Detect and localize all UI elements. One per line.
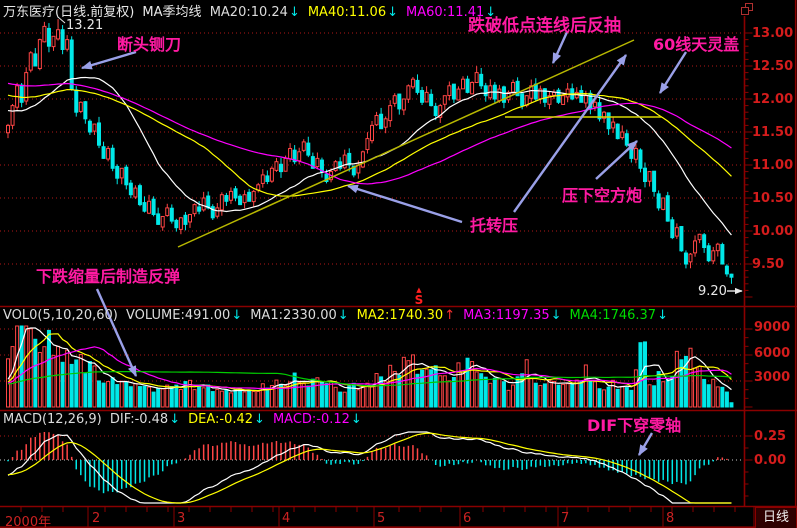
annotation-text: DIF下穿零轴 [587,416,682,435]
price-axis-label: 11.50 [752,125,794,140]
price-axis-label: 12.00 [752,92,794,107]
volume-header: VOL0(5,10,20,60) VOLUME:491.00↓ MA1:2330.… [3,308,680,323]
volume-formula: VOL0(5,10,20,60) [3,308,118,323]
legend-item: MA4:1746.37↓ [569,308,668,323]
price-axis-label: 13.00 [752,26,794,41]
price-axis-label: 9.50 [752,257,785,272]
volume-axis-label: 3000 [754,370,791,385]
down-arrow-icon: ↓ [254,412,265,427]
volume-legend: VOLUME:491.00↓ MA1:2330.00↓ MA2:1740.30↑ MA… [126,308,676,323]
legend-item: MA60:11.41↓ [406,5,497,20]
volume-axis-label: 6000 [754,346,791,361]
main-header: 万东医疗(日线.前复权) MA季均线 MA20:10.24↓ MA40:11.06… [3,1,508,20]
annotation-arrow [551,31,569,65]
ma-legend: MA20:10.24↓ MA40:11.06↓ MA60:11.41↓ [210,5,504,20]
price-axis-label: 11.00 [752,158,794,173]
price-axis-label: 10.50 [752,191,794,206]
annotation-text: 跌破低点连线后反抽 [468,16,621,36]
annotation-arrow [595,140,638,180]
sell-signal-marker: ▲ S [411,286,427,307]
annotation-arrow [513,54,627,213]
down-arrow-icon: ↓ [387,5,398,20]
volume-axis-label: 9000 [754,320,791,335]
ma-group-label: MA季均线 [142,5,202,20]
sell-marker-caret-icon: ▲ [416,286,422,294]
down-arrow-icon: ↓ [350,412,362,427]
down-arrow-icon: ↓ [231,308,243,323]
annotation-arrow [658,51,688,94]
legend-item: MA1:2330.00↓ [250,308,349,323]
down-arrow-icon: ↓ [657,308,668,323]
annotation-text: 断头铡刀 [117,35,182,54]
low-price-label: 9.20 [698,284,727,299]
legend-item: MA3:1197.35↓ [463,308,562,323]
macd-header: MACD(12,26,9) DIF:-0.48↓ DEA:-0.42↓ MACD:-… [3,412,374,427]
cascade-windows-icon[interactable] [741,3,753,15]
annotation-arrow [80,50,137,70]
month-label: 2000年 [5,515,52,528]
annotation-text: 下跌缩量后制造反弹 [36,267,181,286]
annotation-arrow [95,288,138,378]
legend-item: DEA:-0.42↓ [188,412,265,427]
legend-item: MA2:1740.30↑ [356,308,456,323]
annotation-text: 压下空方炮 [562,186,643,205]
month-label: 7 [561,511,570,526]
legend-item: VOLUME:491.00↓ [126,308,243,323]
down-arrow-icon: ↓ [485,5,497,20]
legend-item: MACD:-0.12↓ [272,412,362,427]
period-label[interactable]: 日线 [755,507,797,528]
macd-axis-label: 0.25 [754,429,787,444]
price-axis-label: 12.50 [752,59,794,74]
price-axis-label: 10.00 [752,224,794,239]
macd-axis-label: 0.00 [754,453,787,468]
down-arrow-icon: ↓ [288,5,300,20]
month-label: 4 [282,511,291,526]
month-label: 5 [377,511,386,526]
macd-legend: DIF:-0.48↓ DEA:-0.42↓ MACD:-0.12↓ [110,412,370,427]
annotation-text: 托转压 [470,216,519,235]
sell-marker-letter: S [414,293,424,307]
up-arrow-icon: ↑ [444,308,456,323]
annotation-arrow [346,184,463,224]
down-arrow-icon: ↓ [337,308,349,323]
high-price-label: 13.21 [66,18,104,33]
down-arrow-icon: ↓ [169,412,181,427]
legend-item: MA40:11.06↓ [307,5,398,20]
legend-item: MA20:10.24↓ [209,5,300,20]
month-label: 3 [177,511,186,526]
legend-item: DIF:-0.48↓ [109,412,181,427]
annotation-arrow [637,432,654,456]
annotation-text: 60线天灵盖 [653,35,740,54]
macd-formula: MACD(12,26,9) [3,412,102,427]
down-arrow-icon: ↓ [550,308,562,323]
month-label: 2 [92,511,101,526]
month-label: 8 [666,511,675,526]
stock-title: 万东医疗(日线.前复权) [3,5,135,20]
month-label: 6 [463,511,472,526]
